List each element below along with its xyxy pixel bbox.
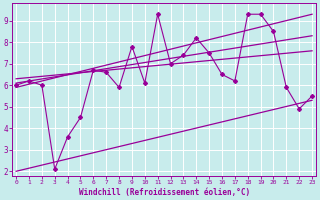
X-axis label: Windchill (Refroidissement éolien,°C): Windchill (Refroidissement éolien,°C): [78, 188, 250, 197]
